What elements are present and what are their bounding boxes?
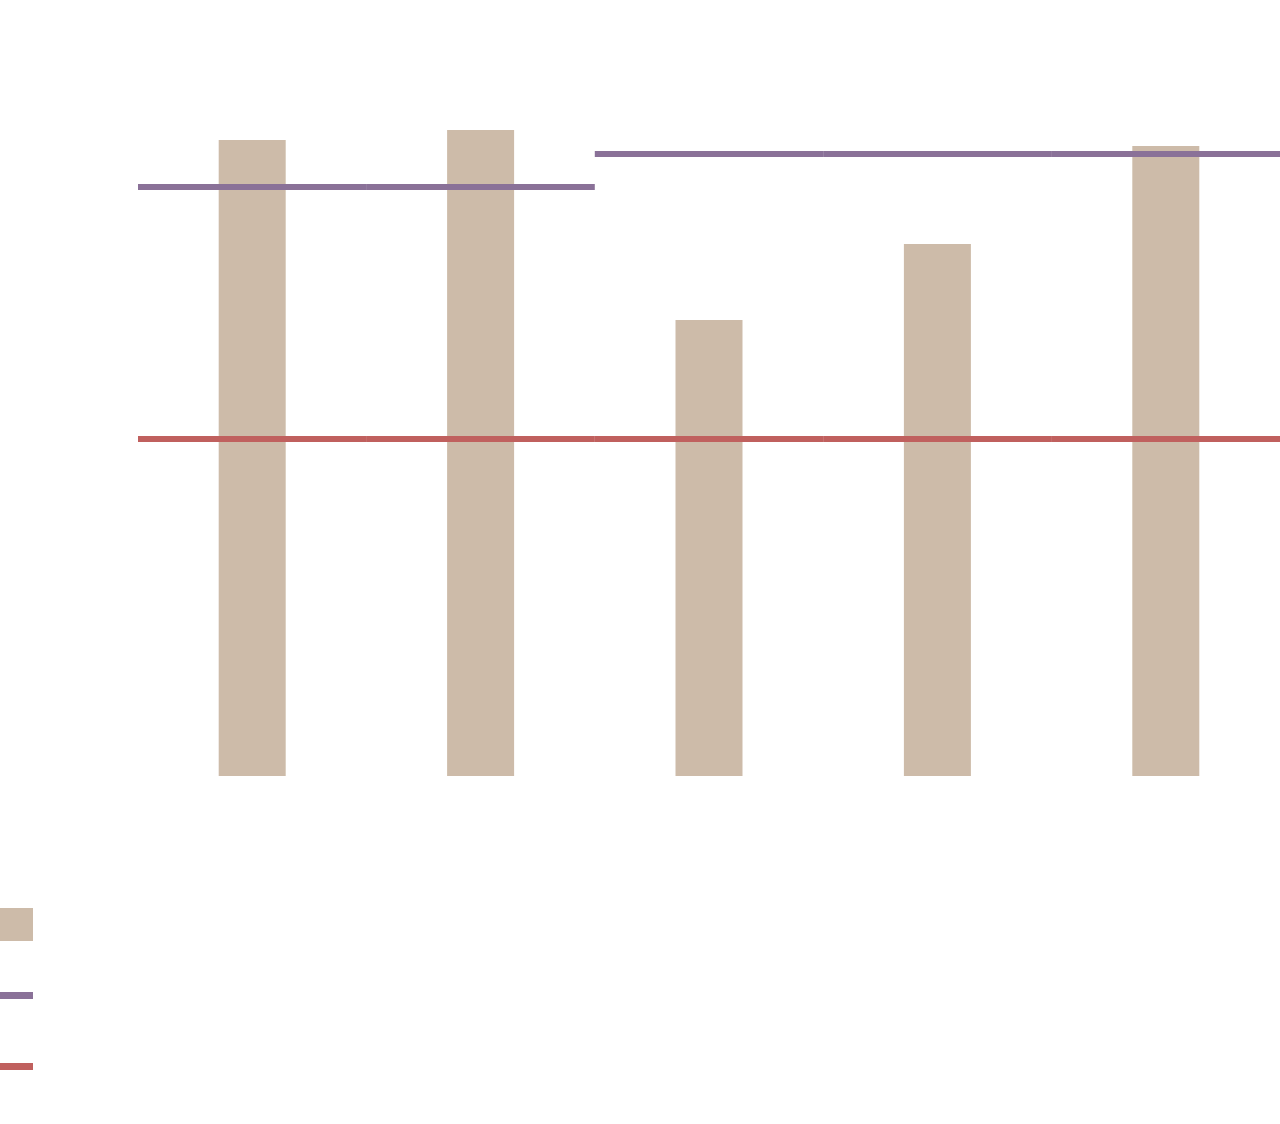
bar bbox=[1132, 146, 1200, 776]
bar bbox=[218, 140, 286, 776]
bar bbox=[675, 320, 743, 776]
legend-swatch bbox=[0, 992, 33, 999]
bar bbox=[903, 244, 971, 776]
legend-swatch bbox=[0, 1063, 33, 1070]
bar bbox=[447, 130, 515, 776]
legend-swatch bbox=[0, 908, 33, 941]
